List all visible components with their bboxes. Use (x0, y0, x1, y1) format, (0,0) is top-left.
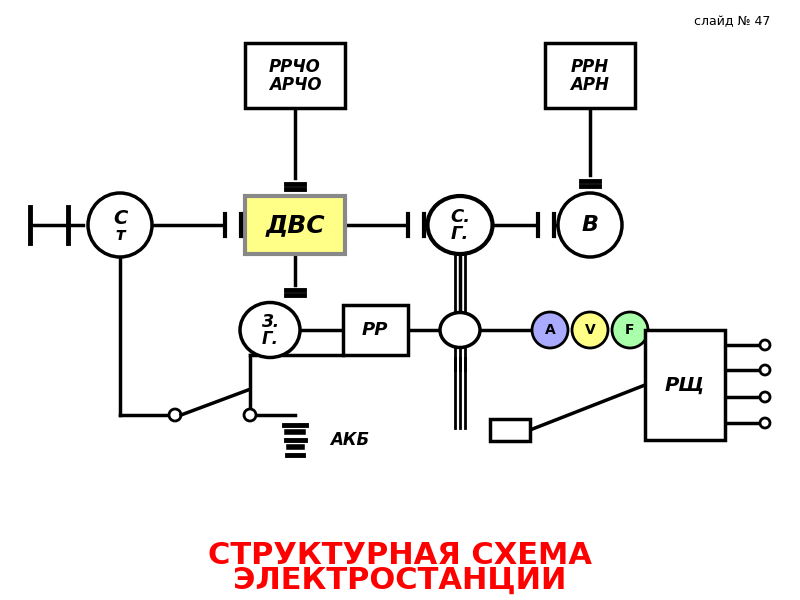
Text: АКБ: АКБ (330, 431, 369, 449)
Circle shape (88, 193, 152, 257)
Circle shape (760, 340, 770, 350)
Text: СТРУКТУРНАЯ СХЕМА: СТРУКТУРНАЯ СХЕМА (208, 541, 592, 569)
Circle shape (760, 418, 770, 428)
Text: А: А (545, 323, 555, 337)
Text: V: V (585, 323, 595, 337)
Circle shape (532, 312, 568, 348)
Circle shape (612, 312, 648, 348)
FancyBboxPatch shape (645, 330, 725, 440)
Circle shape (760, 392, 770, 402)
Circle shape (169, 409, 181, 421)
Text: РРН: РРН (571, 58, 609, 76)
Text: т: т (115, 226, 125, 244)
Text: РРЧО: РРЧО (269, 58, 321, 76)
FancyBboxPatch shape (342, 305, 407, 355)
Ellipse shape (440, 313, 480, 347)
Ellipse shape (240, 302, 300, 358)
Text: З.: З. (261, 313, 279, 331)
Ellipse shape (427, 196, 493, 254)
FancyBboxPatch shape (245, 43, 345, 107)
Text: РР: РР (362, 321, 388, 339)
Text: ЭЛЕКТРОСТАНЦИИ: ЭЛЕКТРОСТАНЦИИ (234, 565, 566, 595)
Text: АРЧО: АРЧО (269, 76, 322, 94)
FancyBboxPatch shape (490, 419, 530, 441)
Text: В: В (582, 215, 598, 235)
Text: РЩ: РЩ (665, 376, 705, 395)
Text: ДВС: ДВС (265, 213, 325, 237)
Circle shape (572, 312, 608, 348)
Circle shape (558, 193, 622, 257)
Text: F: F (626, 323, 634, 337)
FancyBboxPatch shape (245, 196, 345, 254)
Text: Г.: Г. (262, 330, 278, 348)
Circle shape (244, 409, 256, 421)
Text: слайд № 47: слайд № 47 (694, 15, 770, 28)
Text: С.: С. (450, 208, 470, 226)
Circle shape (760, 365, 770, 375)
Text: АРН: АРН (570, 76, 610, 94)
Text: С: С (113, 209, 127, 229)
FancyBboxPatch shape (545, 43, 635, 107)
Text: Г.: Г. (451, 225, 469, 243)
